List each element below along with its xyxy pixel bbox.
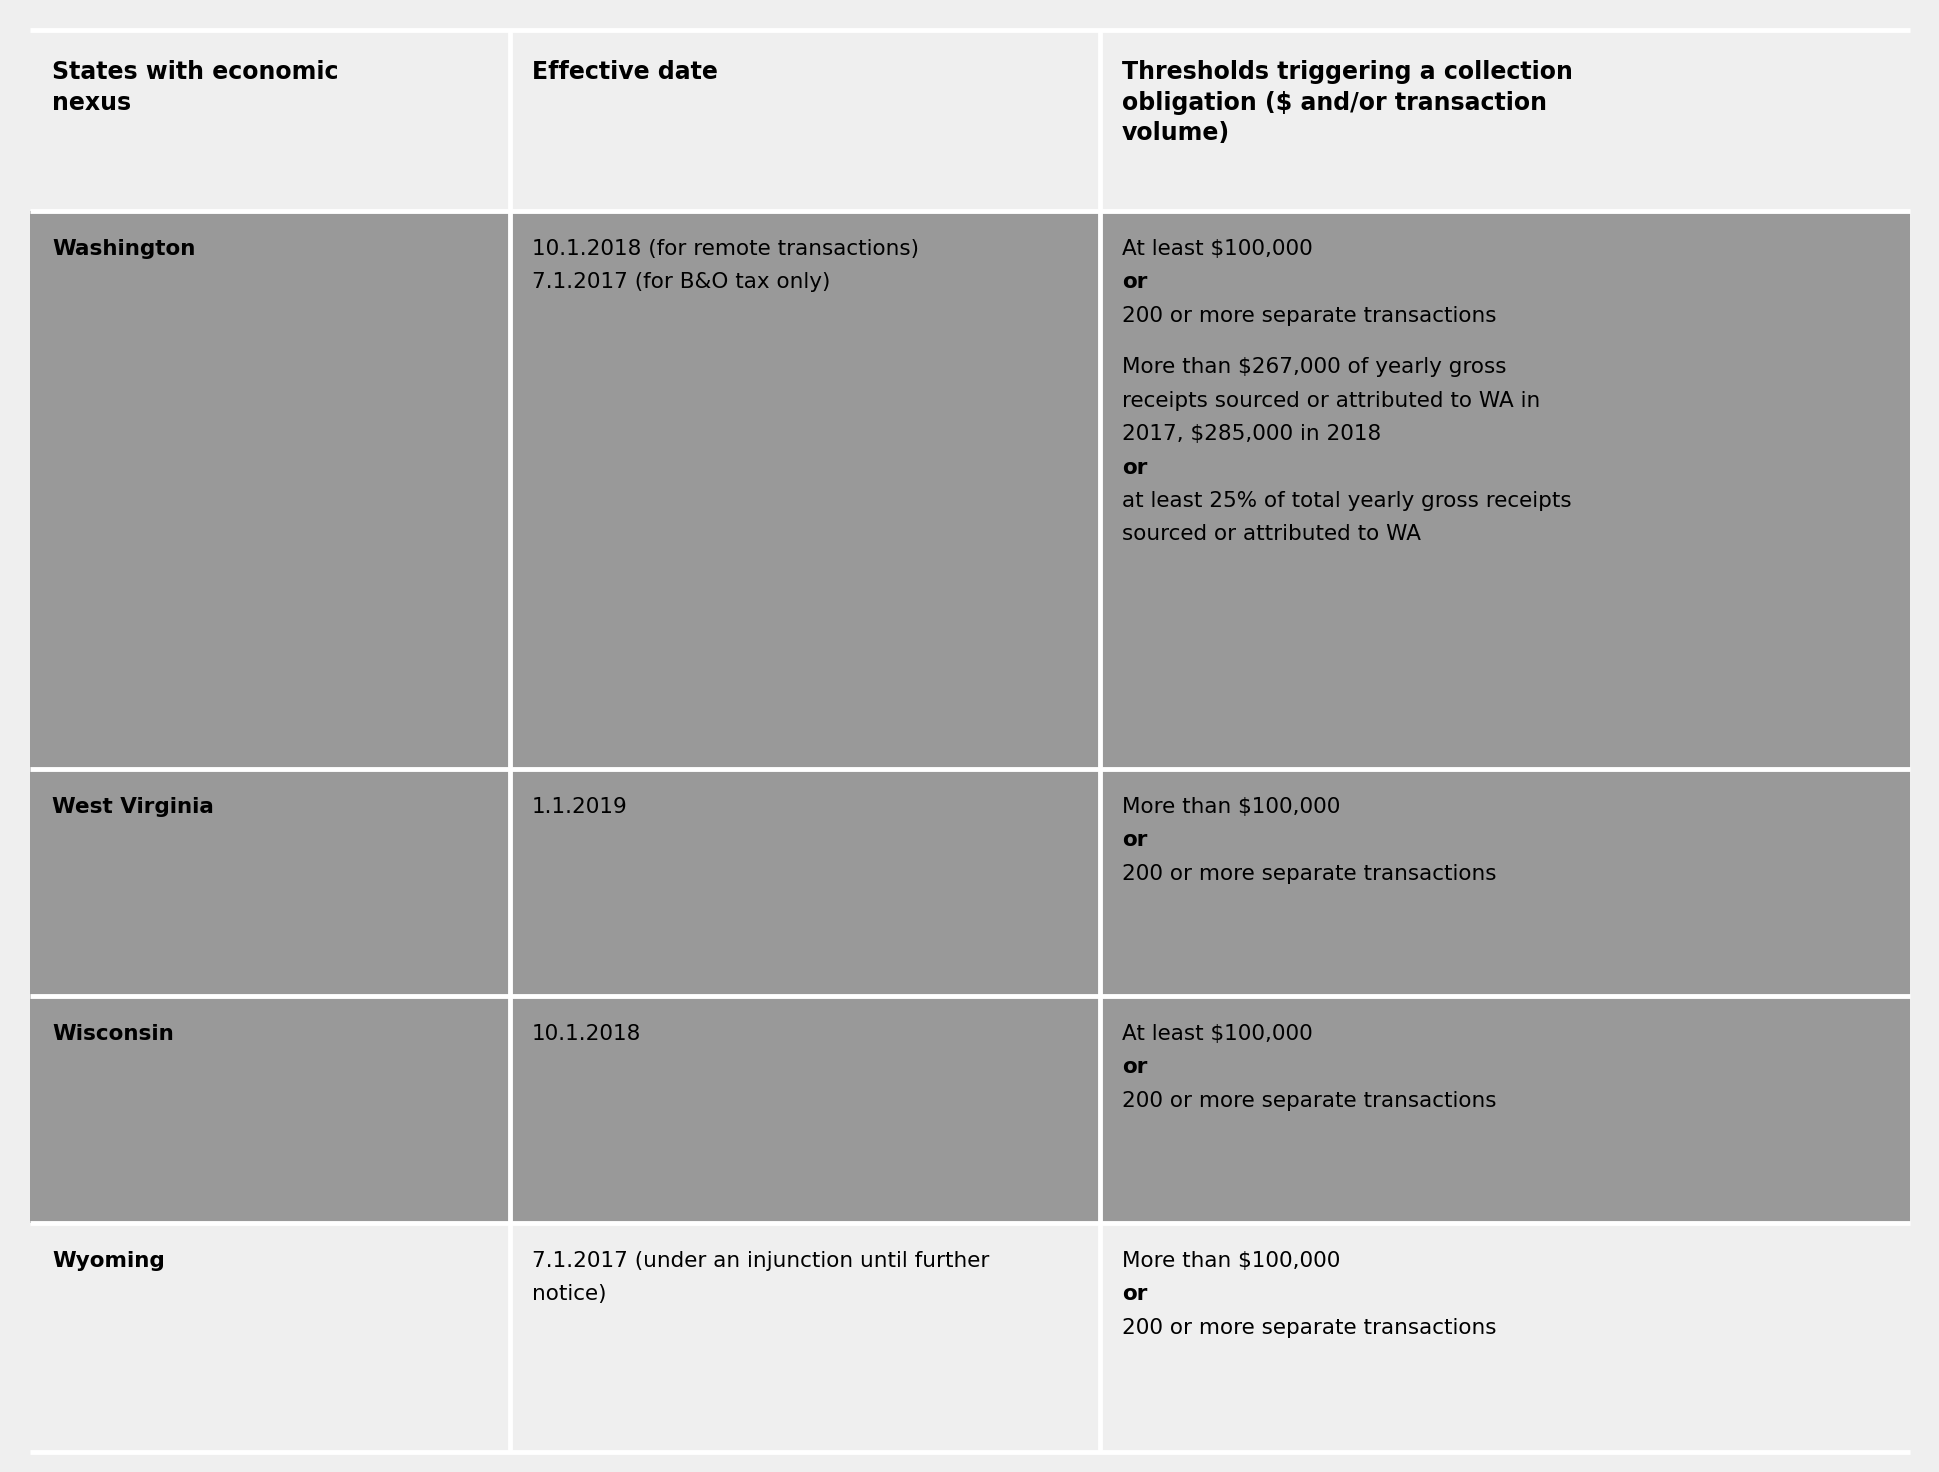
Text: 200 or more separate transactions: 200 or more separate transactions	[1121, 864, 1495, 883]
Bar	[29, 997, 1910, 1223]
Text: Washington: Washington	[52, 238, 196, 259]
Text: 7.1.2017 (under an injunction until further: 7.1.2017 (under an injunction until furt…	[531, 1251, 989, 1270]
Text: At least $100,000: At least $100,000	[1121, 238, 1313, 259]
Text: More than $100,000: More than $100,000	[1121, 796, 1340, 817]
Bar	[29, 210, 1910, 768]
Text: 200 or more separate transactions: 200 or more separate transactions	[1121, 1091, 1495, 1111]
Text: 1.1.2019: 1.1.2019	[531, 796, 628, 817]
Text: Thresholds triggering a collection
obligation ($ and/or transaction
volume): Thresholds triggering a collection oblig…	[1121, 60, 1573, 146]
Text: or: or	[1121, 1285, 1146, 1304]
Text: Wisconsin: Wisconsin	[52, 1025, 175, 1044]
Text: or: or	[1121, 272, 1146, 293]
Text: States with economic
nexus: States with economic nexus	[52, 60, 337, 115]
Bar	[29, 29, 1910, 210]
Text: 10.1.2018 (for remote transactions): 10.1.2018 (for remote transactions)	[531, 238, 919, 259]
Text: 200 or more separate transactions: 200 or more separate transactions	[1121, 1317, 1495, 1338]
Text: West Virginia: West Virginia	[52, 796, 213, 817]
Bar	[29, 768, 1910, 997]
Text: at least 25% of total yearly gross receipts: at least 25% of total yearly gross recei…	[1121, 492, 1571, 511]
Text: 2017, $285,000 in 2018: 2017, $285,000 in 2018	[1121, 424, 1381, 445]
Text: Wyoming: Wyoming	[52, 1251, 165, 1270]
Text: More than $100,000: More than $100,000	[1121, 1251, 1340, 1270]
Text: sourced or attributed to WA: sourced or attributed to WA	[1121, 524, 1419, 545]
Bar	[29, 1223, 1910, 1451]
Text: or: or	[1121, 830, 1146, 851]
Text: receipts sourced or attributed to WA in: receipts sourced or attributed to WA in	[1121, 392, 1540, 411]
Text: 200 or more separate transactions: 200 or more separate transactions	[1121, 306, 1495, 325]
Text: or: or	[1121, 458, 1146, 477]
Text: 7.1.2017 (for B&O tax only): 7.1.2017 (for B&O tax only)	[531, 272, 830, 293]
Text: More than $267,000 of yearly gross: More than $267,000 of yearly gross	[1121, 358, 1507, 377]
Text: At least $100,000: At least $100,000	[1121, 1025, 1313, 1044]
Text: Effective date: Effective date	[531, 60, 717, 84]
Text: notice): notice)	[531, 1285, 607, 1304]
Text: or: or	[1121, 1057, 1146, 1078]
Text: 10.1.2018: 10.1.2018	[531, 1025, 642, 1044]
